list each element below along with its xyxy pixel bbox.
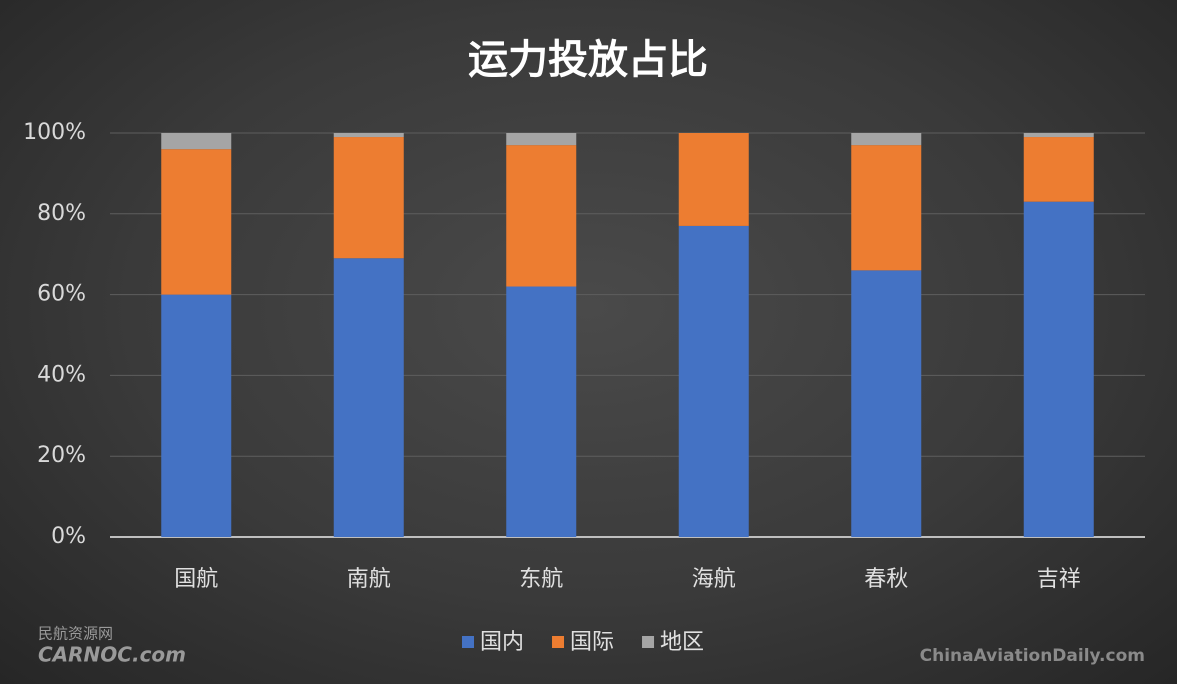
chart-title: 运力投放占比 (468, 37, 708, 83)
y-tick-label: 0% (51, 524, 86, 549)
bar-segment (851, 270, 922, 537)
bar-segment (851, 133, 922, 146)
bar-segment (506, 286, 577, 537)
x-tick-label: 国航 (174, 567, 218, 592)
bar-segment (161, 294, 232, 537)
legend-swatch (462, 636, 474, 648)
legend-swatch (642, 636, 655, 648)
legend-label: 国际 (570, 630, 614, 655)
x-tick-label: 春秋 (864, 567, 908, 592)
watermark: ChinaAviationDaily.com (920, 646, 1145, 666)
x-tick-label: 东航 (519, 567, 563, 592)
x-tick-label: 海航 (692, 567, 736, 592)
legend-label: 地区 (660, 630, 704, 655)
bar-segment (506, 145, 577, 287)
watermark: CARNOC.com (38, 643, 186, 667)
bar-segment (333, 133, 404, 138)
y-tick-label: 20% (37, 443, 86, 468)
x-tick-label: 南航 (347, 567, 391, 592)
bar-segment (1023, 201, 1094, 537)
bar-segment (1023, 137, 1094, 202)
bar-segment (333, 137, 404, 259)
bar-segment (506, 133, 577, 146)
y-tick-label: 100% (23, 120, 86, 145)
x-tick-label: 吉祥 (1037, 567, 1081, 592)
bar-segment (161, 149, 232, 295)
bar-segment (678, 225, 749, 538)
y-tick-label: 80% (37, 201, 86, 226)
bar-segment (1023, 133, 1094, 138)
y-tick-label: 40% (37, 362, 86, 387)
y-tick-label: 60% (37, 282, 86, 307)
legend-label: 国内 (480, 630, 524, 655)
bar-segment (333, 258, 404, 537)
watermark: 民航资源网 (38, 625, 113, 643)
legend-swatch (552, 636, 565, 648)
bar-segment (851, 145, 922, 271)
bar-segment (678, 133, 749, 226)
bar-segment (161, 133, 232, 150)
